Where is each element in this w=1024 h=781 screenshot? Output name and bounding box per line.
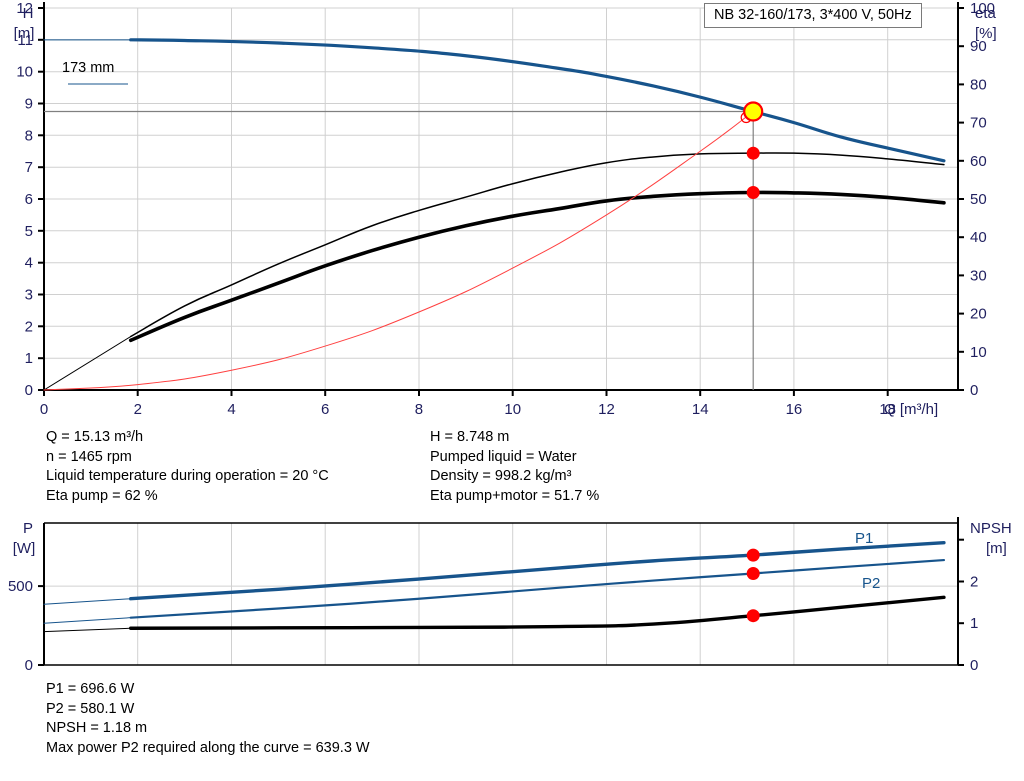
info-line: Density = 998.2 kg/m³ [430, 468, 572, 484]
p2-duty-dot [746, 567, 760, 580]
curve-p2 [129, 558, 946, 619]
p-axis-unit: [W] [13, 540, 36, 557]
curve-p2-extension [43, 617, 132, 624]
duty-point-group [44, 101, 764, 390]
info-line: P2 = 580.1 W [46, 700, 135, 717]
h-tick-label: 6 [25, 191, 33, 208]
eta-tick-label: 90 [970, 38, 987, 55]
npsh-tick-label: 1 [970, 615, 978, 632]
q-axis-title: Q [m³/h] [884, 401, 938, 418]
info-line: NPSH = 1.18 m [46, 720, 148, 736]
h-tick-label: 1 [25, 350, 33, 367]
power-npsh-chart: 0 500 0 1 2 P [W] NPSH [m] P1 P2 [8, 517, 1012, 674]
p2-series-label: P2 [862, 575, 880, 592]
eta-axis-title: eta [975, 5, 997, 22]
h-tick-label: 3 [25, 287, 33, 304]
eta-tick-label: 80 [970, 76, 987, 93]
p1-series-label: P1 [855, 530, 873, 547]
info-line: P1 = 696.6 W [46, 681, 135, 697]
npsh-axis-unit: [m] [986, 540, 1007, 557]
npsh-axis-title: NPSH [970, 520, 1012, 537]
npsh-duty-dot [746, 609, 760, 623]
impeller-size-label: 173 mm [62, 60, 115, 76]
eta-tick-label: 40 [970, 229, 987, 246]
h-tick-label: 8 [25, 127, 33, 144]
series [43, 541, 946, 633]
info-line: Liquid temperature during operation = 20… [46, 468, 329, 484]
info-line: Max power P2 required along the curve = … [46, 739, 370, 756]
npsh-tick-label: 0 [970, 657, 978, 674]
info-line: Eta pump+motor = 51.7 % [430, 487, 600, 504]
power-info: P1 = 696.6 W P2 = 580.1 W NPSH = 1.18 m … [46, 680, 370, 758]
info-line: Eta pump = 62 % [46, 487, 158, 504]
curve-eta-pump [129, 152, 945, 338]
h-tick-label: 7 [25, 159, 33, 176]
info-line: Q = 15.13 m³/h [46, 429, 144, 445]
eta-pump-duty-dot [746, 146, 760, 160]
h-axis-title: H [23, 5, 34, 22]
axes [38, 2, 964, 396]
p1-duty-dot [746, 548, 760, 562]
eta-tick-label: 30 [970, 267, 987, 284]
eta-tick-label: 10 [970, 344, 987, 361]
q-tick-label: 8 [415, 401, 423, 418]
npsh-tick-label: 2 [970, 573, 978, 590]
eta-tick-label: 0 [970, 382, 978, 399]
info-line: Pumped liquid = Water [430, 448, 577, 465]
q-tick-label: 0 [40, 401, 48, 418]
pump-model-title-box: NB 32-160/173, 3*400 V, 50Hz [704, 3, 922, 28]
h-tick-label: 11 [17, 32, 33, 49]
h-axis-unit: [m] [14, 25, 35, 42]
h-tick-label: 0 [25, 382, 33, 399]
h-tick-label: 12 [16, 0, 33, 17]
q-tick-label: 18 [879, 401, 896, 418]
q-tick-label: 2 [134, 401, 142, 418]
h-tick-label: 5 [25, 223, 33, 240]
axes [38, 517, 964, 666]
pump-model-title: NB 32-160/173, 3*400 V, 50Hz [714, 7, 912, 23]
h-tick-label: 4 [25, 255, 33, 272]
curve-eta-pump-extension-to-zero-flow [43, 336, 132, 391]
eta-tick-label: 100 [970, 0, 995, 17]
duty-info-left: Q = 15.13 m³/h n = 1465 rpm Liquid tempe… [46, 428, 329, 506]
q-tick-label: 12 [598, 401, 615, 418]
h-tick-label: 9 [25, 96, 33, 113]
info-line: n = 1465 rpm [46, 448, 132, 465]
q-tick-label: 10 [504, 401, 521, 418]
duty-dots [746, 548, 760, 623]
eta-pump-motor-duty-dot [746, 186, 760, 199]
curve-eta-pump-motor [128, 190, 946, 343]
q-tick-label: 6 [321, 401, 329, 418]
h-tick-label: 10 [16, 64, 33, 81]
h-tick-label: 2 [25, 318, 33, 335]
p-axis-title: P [23, 520, 33, 537]
q-tick-label: 16 [786, 401, 803, 418]
eta-tick-label: 50 [970, 191, 987, 208]
curve-npsh-extension [43, 627, 132, 633]
p-tick-label: 0 [25, 657, 33, 674]
eta-tick-label: 20 [970, 306, 987, 323]
eta-tick-label: 60 [970, 153, 987, 170]
grid [44, 523, 958, 665]
q-tick-label: 14 [692, 401, 709, 418]
series [43, 38, 946, 391]
duty-info-right: H = 8.748 m Pumped liquid = Water Densit… [430, 428, 599, 506]
q-tick-label: 4 [227, 401, 235, 418]
grid [44, 7, 958, 390]
curve-head-h-173-mm-impeller [129, 38, 946, 163]
eta-axis-unit: [%] [975, 25, 997, 42]
curve-p1 [129, 541, 946, 601]
eta-tick-label: 70 [970, 115, 987, 132]
curve-p1-extension [43, 598, 132, 605]
p-tick-label: 500 [8, 578, 33, 595]
curve-system-duty-curve [43, 111, 754, 391]
curve-npsh [129, 595, 946, 630]
duty-point-marker[interactable] [743, 101, 764, 122]
info-line: H = 8.748 m [430, 429, 510, 445]
